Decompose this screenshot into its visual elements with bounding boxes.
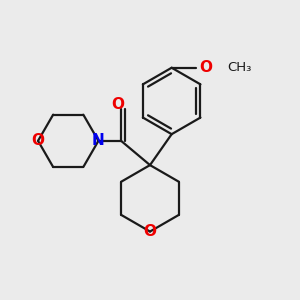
Text: O: O <box>199 60 212 75</box>
Text: N: N <box>92 133 105 148</box>
Text: CH₃: CH₃ <box>227 61 252 74</box>
Text: O: O <box>143 224 157 239</box>
Text: O: O <box>32 133 44 148</box>
Text: O: O <box>111 97 124 112</box>
